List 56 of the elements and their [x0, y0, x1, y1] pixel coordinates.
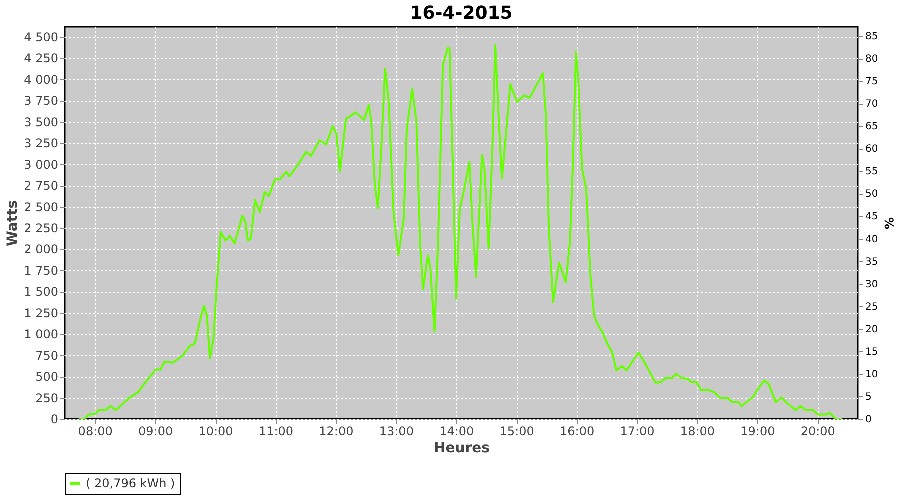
y2-tick-label: 20 [866, 324, 878, 336]
x-tick-label: 09:00 [138, 424, 174, 438]
y-tick-label: 1 250 [24, 306, 58, 320]
y2-tick-label: 70 [866, 99, 878, 110]
y2-tick-label: 65 [866, 122, 878, 133]
y-tick-label: 4 250 [24, 52, 58, 66]
line-series [78, 44, 844, 419]
y2-tick-label: 15 [866, 346, 878, 358]
y2-tick-label: 55 [866, 166, 878, 178]
y-tick-label: 3 500 [24, 115, 58, 130]
y-tick-label: 0 [50, 412, 58, 426]
y2-tick-label: 25 [866, 302, 878, 313]
y2-tick-label: 85 [866, 32, 878, 43]
x-axis-title: Heures [434, 440, 490, 456]
x-tick-label: 18:00 [680, 424, 716, 438]
y2-tick-label: 5 [866, 392, 872, 403]
x-tick-label: 08:00 [78, 424, 113, 438]
x-tick-label: 17:00 [620, 424, 655, 438]
y2-axis-title: % [882, 217, 896, 230]
y2-tick-label: 50 [866, 189, 878, 200]
chart-title: 16-4-2015 [410, 3, 513, 24]
y2-tick-label: 60 [866, 144, 878, 156]
y2-tick-label: 45 [866, 212, 878, 223]
y2-tick-label: 0 [866, 414, 872, 426]
x-tick-label: 11:00 [258, 424, 294, 438]
y-tick-label: 3 750 [24, 94, 58, 108]
y2-tick-label: 40 [866, 234, 878, 246]
y-tick-label: 500 [36, 370, 58, 384]
x-tick-label: 19:00 [740, 424, 776, 438]
y-tick-label: 1 750 [24, 264, 58, 278]
y-tick-label: 3 250 [24, 136, 58, 151]
y-tick-label: 3 000 [24, 158, 58, 172]
y-tick-label: 4 500 [24, 30, 58, 45]
y2-tick-label: 10 [866, 369, 878, 380]
y2-tick-label: 80 [866, 54, 878, 66]
y2-tick-label: 35 [866, 256, 878, 268]
y-tick-label: 1 000 [24, 328, 58, 342]
y2-tick-label: 75 [866, 76, 878, 88]
y-tick-label: 250 [36, 391, 58, 406]
x-tick-label: 15:00 [500, 424, 534, 438]
y-tick-label: 2 500 [24, 200, 58, 214]
y-tick-label: 4 000 [24, 72, 58, 87]
x-tick-label: 13:00 [379, 424, 414, 438]
x-tick-label: 12:00 [319, 424, 354, 438]
y-tick-label: 1 500 [24, 285, 58, 300]
y2-tick-label: 30 [866, 279, 878, 290]
y-tick-label: 2 250 [24, 222, 58, 236]
y-tick-label: 2 750 [24, 179, 58, 194]
x-tick-label: 10:00 [198, 424, 234, 438]
y-tick-label: 2 000 [24, 242, 58, 257]
legend-label: ( 20,796 kWh ) [86, 476, 176, 490]
x-tick-label: 20:00 [800, 424, 836, 438]
y-axis-title: Watts [5, 200, 22, 247]
x-tick-label: 16:00 [560, 424, 595, 438]
x-tick-label: 14:00 [440, 424, 474, 438]
y-tick-label: 750 [36, 348, 58, 363]
